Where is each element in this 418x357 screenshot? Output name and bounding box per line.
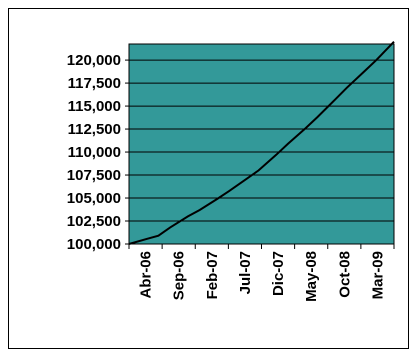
x-tick-label: Jul-07 <box>237 251 254 294</box>
x-tick-label: Mar-09 <box>369 251 386 299</box>
x-tick-label: May-08 <box>303 251 320 302</box>
y-tick-label: 107,500 <box>67 167 121 184</box>
gridlines <box>129 59 394 222</box>
y-tick-label: 115,000 <box>68 98 121 115</box>
x-tick-label: Sep-06 <box>171 251 188 300</box>
x-tick-label: Feb-07 <box>204 251 221 299</box>
y-tick-label: 100,000 <box>67 236 121 253</box>
series-line <box>128 41 395 245</box>
y-tick-label: 120,000 <box>67 52 121 69</box>
y-axis-ticks: 100,000 102,500 105,000 107,500 110,000 112,5… <box>67 52 129 253</box>
plot-area <box>128 43 395 245</box>
y-tick-label: 105,000 <box>67 190 121 207</box>
y-tick-label: 112,500 <box>68 121 121 138</box>
x-axis-ticks: Abr-06 Sep-06 Feb-07 Jul-07 Dic-07 May-08 Oct-… <box>128 244 395 302</box>
x-tick-label: Abr-06 <box>138 251 155 299</box>
x-tick-label: Oct-08 <box>336 251 353 298</box>
y-tick-label: 110,000 <box>68 144 121 161</box>
y-tick-label: 117,500 <box>68 75 121 92</box>
y-tick-label: 102,500 <box>67 213 121 230</box>
x-tick-label: Dic-07 <box>270 251 287 296</box>
